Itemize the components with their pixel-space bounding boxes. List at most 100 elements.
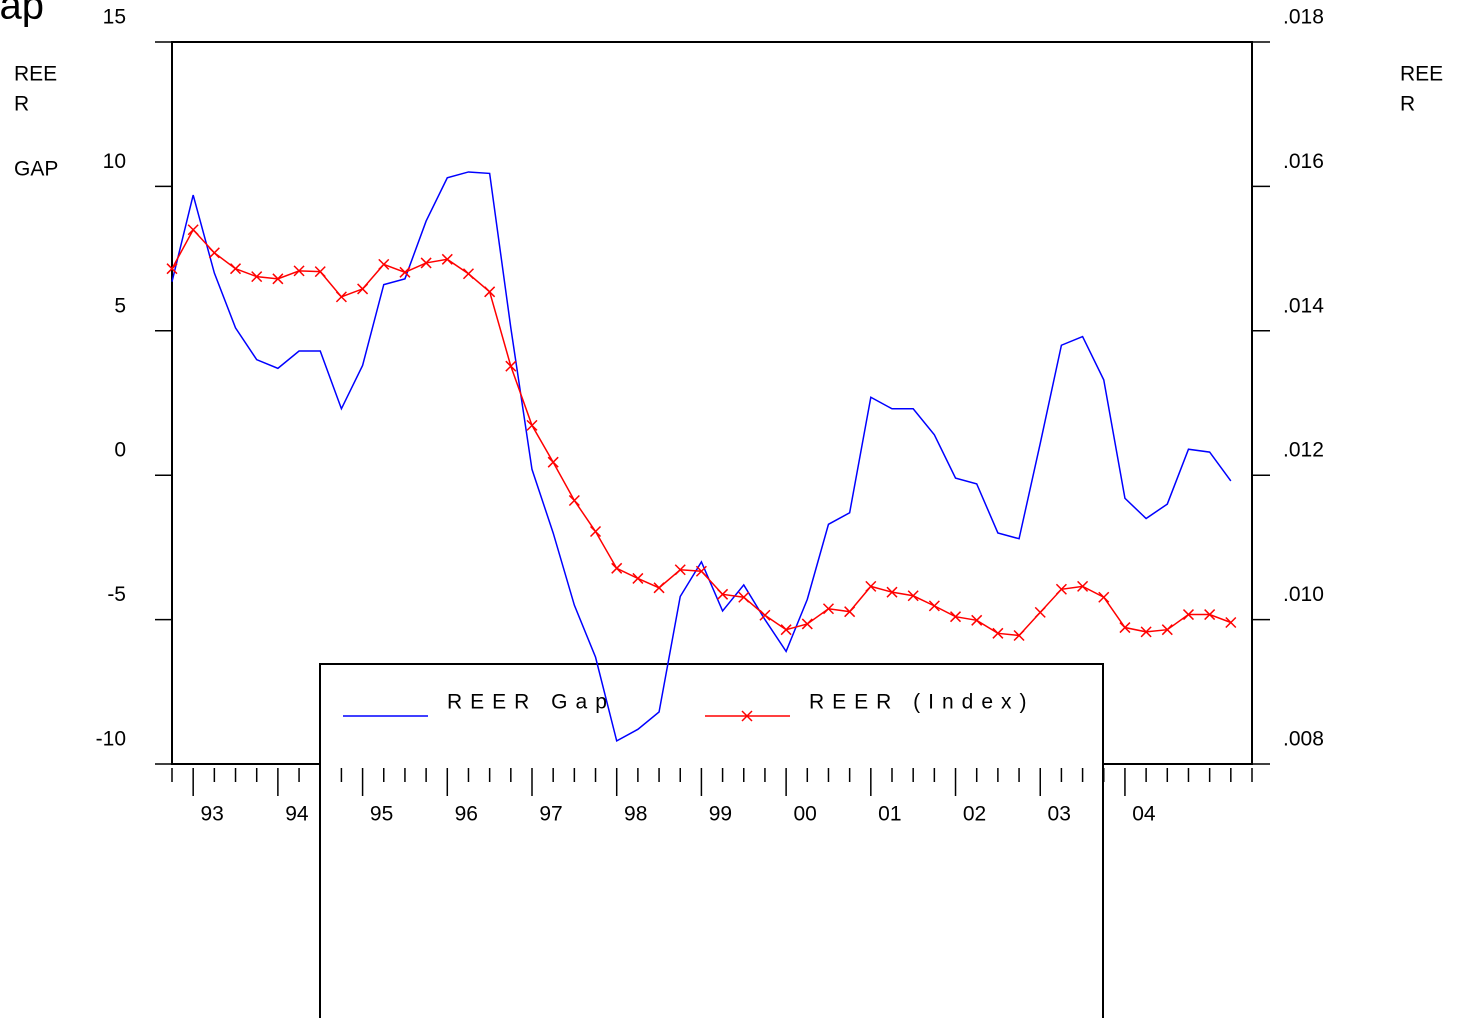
data-point: [335, 291, 347, 303]
data-point: [949, 611, 962, 623]
marker-cross: [399, 266, 411, 278]
x-tick-label: 03: [1048, 803, 1071, 826]
data-point: [780, 624, 792, 636]
marker-cross: [441, 253, 453, 265]
data-point: [1140, 626, 1152, 638]
chart-title: REER Gap: [0, 0, 44, 28]
marker-cross: [759, 609, 771, 621]
marker-cross: [378, 258, 390, 270]
data-point: [1077, 580, 1089, 592]
data-point: [462, 268, 475, 280]
data-point: [272, 273, 284, 285]
marker-cross: [484, 286, 496, 298]
marker-cross: [738, 591, 750, 603]
data-point: [1119, 622, 1131, 634]
data-point: [547, 456, 559, 468]
marker-cross: [865, 580, 877, 592]
data-point: [653, 582, 665, 594]
legend-text: REER Gap: [447, 691, 615, 714]
marker-cross: [949, 611, 962, 623]
y-axis-label: GAP: [14, 158, 58, 181]
marker-cross: [741, 710, 753, 722]
x-tick-label: 01: [878, 803, 901, 826]
marker-cross: [801, 618, 813, 630]
data-point: [971, 614, 983, 626]
marker-cross: [611, 562, 623, 574]
data-point: [229, 263, 242, 275]
y2-tick-label: .008: [1283, 728, 1324, 751]
data-point: [526, 419, 538, 431]
marker-cross: [1055, 583, 1067, 595]
marker-cross: [1098, 591, 1110, 603]
y2-tick-label: .018: [1283, 6, 1324, 29]
data-point: [251, 271, 263, 283]
marker-cross: [928, 600, 940, 612]
data-point: [589, 525, 602, 538]
y2-tick-label: .016: [1283, 150, 1324, 173]
marker-cross: [1077, 580, 1089, 592]
x-tick-label: 93: [200, 803, 223, 826]
marker-cross: [357, 283, 369, 295]
marker-cross: [1182, 609, 1195, 621]
y2-tick-label: .014: [1283, 294, 1324, 317]
data-point: [632, 572, 644, 584]
y2-axis-label: REE: [1400, 63, 1443, 86]
data-point: [1098, 591, 1110, 603]
marker-cross: [1034, 606, 1046, 618]
y-tick-label: -5: [107, 583, 126, 606]
data-point: [822, 603, 835, 615]
data-point: [907, 590, 919, 602]
data-point: [505, 360, 517, 372]
data-point: [399, 266, 411, 278]
marker-cross: [632, 572, 644, 584]
legend-marker: [741, 710, 753, 722]
y-tick-label: 10: [103, 150, 126, 173]
data-point: [420, 257, 432, 269]
x-tick-label: 98: [624, 803, 647, 826]
x-tick-label: 96: [455, 803, 478, 826]
data-point: [695, 565, 707, 577]
marker-cross: [568, 494, 580, 507]
marker-cross: [1225, 616, 1237, 629]
data-point: [1204, 609, 1216, 621]
marker-cross: [780, 624, 792, 636]
x-tick-label: 95: [370, 803, 393, 826]
data-point: [166, 263, 178, 275]
marker-cross: [1204, 609, 1216, 621]
data-point: [293, 265, 305, 277]
marker-cross: [251, 271, 263, 283]
data-point: [844, 606, 856, 618]
data-point: [1013, 629, 1025, 642]
marker-cross: [505, 360, 517, 372]
y-axis-label: R: [14, 93, 29, 116]
marker-cross: [844, 606, 856, 618]
data-point: [611, 562, 623, 574]
x-tick-label: 99: [709, 803, 732, 826]
marker-cross: [992, 627, 1004, 639]
x-tick-label: 97: [539, 803, 562, 826]
marker-cross: [420, 257, 432, 269]
marker-cross: [526, 419, 538, 431]
data-point: [759, 609, 771, 621]
legend-box: [319, 663, 1104, 1023]
data-point: [738, 591, 750, 603]
data-point: [992, 627, 1004, 639]
y2-tick-label: .012: [1283, 439, 1324, 462]
data-point: [208, 247, 220, 259]
data-point: [865, 580, 877, 592]
marker-cross: [293, 265, 305, 277]
marker-cross: [208, 247, 220, 259]
data-point: [568, 494, 580, 507]
marker-cross: [674, 564, 686, 576]
data-point: [314, 266, 326, 278]
marker-cross: [971, 614, 983, 626]
y-axis-label: REE: [14, 63, 57, 86]
y2-axis-label: R: [1400, 93, 1415, 116]
marker-cross: [589, 525, 602, 538]
legend-text: REER (Index): [809, 691, 1035, 714]
plot-frame: [171, 41, 1253, 765]
marker-cross: [1140, 626, 1152, 638]
data-point: [357, 283, 369, 295]
